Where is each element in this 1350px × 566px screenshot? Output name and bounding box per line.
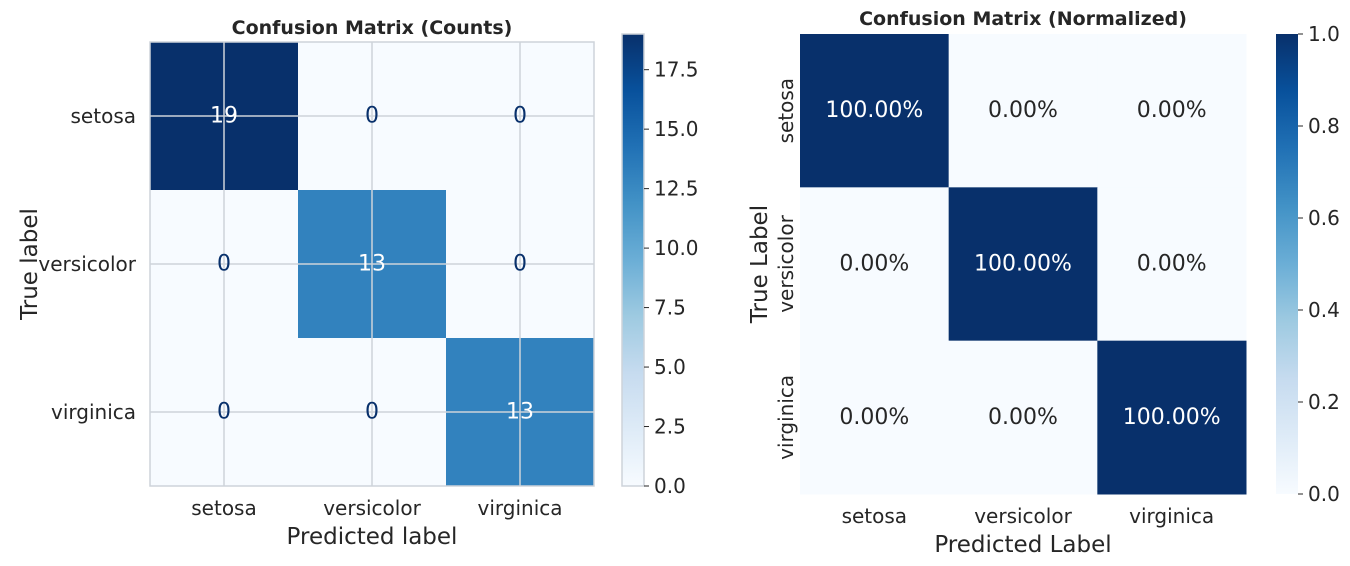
counts-colorbar-tick-label-7: 17.5: [654, 58, 699, 82]
normalized-x-tick-label-0: setosa: [842, 504, 907, 528]
counts-colorbar-tick-label-6: 15.0: [654, 117, 699, 141]
counts-cell-label-0-0: 19: [210, 104, 238, 129]
normalized-x-axis-label: Predicted Label: [934, 532, 1111, 558]
counts-colorbar-tick-label-4: 10.0: [654, 236, 699, 260]
normalized-colorbar: [1276, 34, 1298, 494]
counts-cell-label-1-2: 0: [513, 252, 527, 277]
normalized-cell-label-0-2: 0.00%: [1137, 98, 1207, 123]
normalized-y-tick-label-2: virginica: [774, 375, 798, 460]
counts-colorbar-tick-label-0: 0.0: [654, 474, 686, 498]
normalized-x-tick-label-1: versicolor: [974, 504, 1072, 528]
counts-cell-label-0-2: 0: [513, 104, 527, 129]
counts-x-tick-label-1: versicolor: [323, 496, 421, 520]
normalized-cell-label-1-0: 0.00%: [839, 252, 909, 277]
counts-colorbar-tick-label-3: 7.5: [654, 296, 686, 320]
counts-colorbar: [621, 33, 645, 487]
normalized-colorbar-tick-label-2: 0.4: [1308, 298, 1340, 322]
normalized-cell-0-2: [1097, 34, 1247, 188]
normalized-cell-2-2: [1097, 340, 1247, 495]
normalized-cell-0-1: [948, 34, 1098, 188]
normalized-y-axis-label: True Label: [747, 205, 773, 324]
counts-plot-frame: [149, 41, 595, 487]
counts-cell-label-2-2: 13: [506, 400, 534, 425]
counts-colorbar-tick-label-5: 12.5: [654, 177, 699, 201]
counts-x-axis-label: Predicted label: [287, 524, 458, 550]
normalized-cell-label-0-1: 0.00%: [988, 98, 1058, 123]
normalized-y-tick-label-1: versicolor: [774, 214, 798, 312]
normalized-cell-0-0: [800, 34, 950, 188]
normalized-y-tick-label-0: setosa: [774, 78, 798, 143]
counts-y-tick-label-0: setosa: [71, 104, 136, 128]
counts-cell-label-2-0: 0: [217, 400, 231, 425]
counts-x-tick-label-2: virginica: [478, 496, 563, 520]
counts-cell-label-2-1: 0: [365, 400, 379, 425]
counts-colorbar-tick-label-2: 5.0: [654, 355, 686, 379]
counts-cell-label-1-0: 0: [217, 252, 231, 277]
normalized-colorbar-tick-label-1: 0.2: [1308, 390, 1340, 414]
normalized-chart-title: Confusion Matrix (Normalized): [859, 8, 1187, 30]
normalized-x-tick-label-2: virginica: [1129, 504, 1214, 528]
normalized-cell-label-2-1: 0.00%: [988, 405, 1058, 430]
counts-y-tick-label-2: virginica: [51, 400, 136, 424]
normalized-colorbar-tick-label-4: 0.8: [1308, 114, 1340, 138]
normalized-cell-label-2-0: 0.00%: [839, 405, 909, 430]
counts-y-tick-label-1: versicolor: [38, 252, 136, 276]
counts-cell-label-0-1: 0: [365, 104, 379, 129]
normalized-colorbar-tick-label-0: 0.0: [1308, 482, 1340, 506]
normalized-cell-1-2: [1097, 187, 1247, 342]
normalized-cell-2-1: [948, 340, 1098, 495]
normalized-cell-label-2-2: 100.00%: [1123, 405, 1221, 430]
counts-y-axis-label: True label: [17, 208, 43, 321]
normalized-cell-label-1-1: 100.00%: [974, 252, 1072, 277]
normalized-cell-label-0-0: 100.00%: [825, 98, 923, 123]
normalized-cell-1-0: [800, 187, 950, 342]
normalized-colorbar-tick-label-5: 1.0: [1308, 22, 1340, 46]
counts-chart-title: Confusion Matrix (Counts): [232, 17, 513, 39]
counts-x-tick-label-0: setosa: [191, 496, 256, 520]
normalized-confusion-matrix: Confusion Matrix (Normalized)100.00% 0.00…: [747, 8, 1340, 558]
normalized-colorbar-tick-label-3: 0.6: [1308, 206, 1340, 230]
normalized-cell-2-0: [800, 340, 950, 495]
normalized-cell-label-1-2: 0.00%: [1137, 252, 1207, 277]
counts-confusion-matrix: Confusion Matrix (Counts) 19 0 0 0 13 0 0 0 13 set…: [17, 17, 699, 550]
counts-colorbar-tick-label-1: 2.5: [654, 415, 686, 439]
normalized-cell-1-1: [948, 187, 1098, 342]
counts-cell-label-1-1: 13: [358, 252, 386, 277]
